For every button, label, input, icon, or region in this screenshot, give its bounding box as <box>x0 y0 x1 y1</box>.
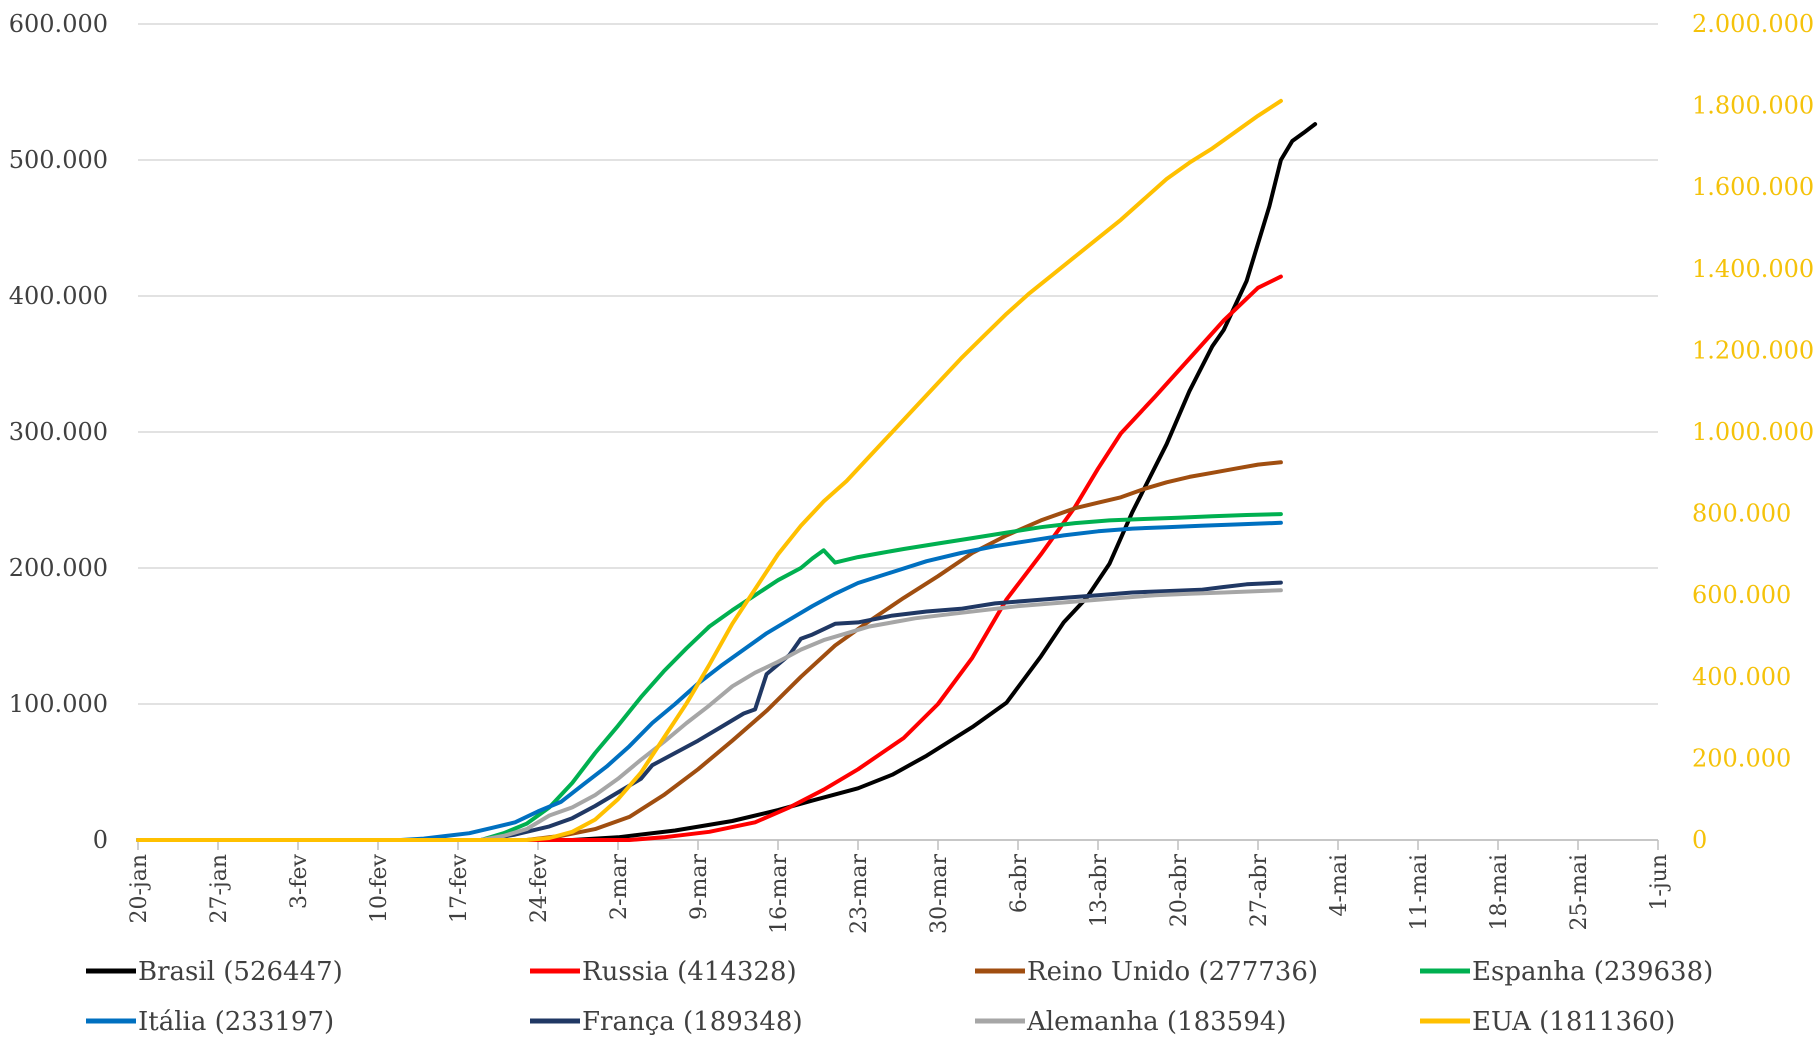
x-tick-label: 1-jun <box>1647 854 1672 911</box>
legend-label: EUA (1811360) <box>1472 1007 1675 1037</box>
right-tick-label: 400.000 <box>1692 663 1791 691</box>
series-line <box>136 588 1283 842</box>
x-tick-label: 18-mai <box>1487 854 1512 930</box>
right-tick-label: 1.600.000 <box>1692 173 1814 201</box>
x-tick-label: 10-fev <box>367 853 392 923</box>
left-tick-label: 200.000 <box>9 554 108 582</box>
series-line <box>136 274 1283 842</box>
right-tick-label: 200.000 <box>1692 744 1791 772</box>
x-tick-label: 17-fev <box>447 853 472 923</box>
x-tick-label: 24-fev <box>527 853 552 923</box>
legend-label: França (189348) <box>582 1007 803 1037</box>
x-tick-label: 20-jan <box>127 854 152 924</box>
x-tick-label: 20-abr <box>1167 854 1192 928</box>
x-tick-label: 4-mai <box>1327 854 1352 916</box>
right-tick-label: 1.400.000 <box>1692 255 1814 283</box>
x-tick-label: 16-mar <box>767 854 792 934</box>
legend: Brasil (526447) Russia (414328) Reino Unid… <box>86 957 1713 1037</box>
x-tick-label: 23-mar <box>847 854 872 934</box>
legend-label: Russia (414328) <box>582 957 797 987</box>
series-line <box>136 460 1283 842</box>
left-tick-label: 0 <box>93 826 108 854</box>
series-line <box>136 122 1318 842</box>
right-tick-label: 1.000.000 <box>1692 418 1814 446</box>
left-y-axis: 0 100.000 200.000 300.000 400.000 500.000 600.… <box>9 10 108 854</box>
right-y-axis: 0 200.000 400.000 600.000 800.000 1.000.000 1.… <box>1692 10 1814 854</box>
legend-label: Reino Unido (277736) <box>1027 957 1318 987</box>
x-tick-label: 25-mai <box>1567 854 1592 930</box>
series-line <box>136 520 1283 842</box>
series-line <box>136 512 1283 842</box>
x-tick-label: 13-abr <box>1087 854 1112 928</box>
right-tick-label: 1.800.000 <box>1692 92 1814 120</box>
x-tick-label: 11-mai <box>1407 854 1432 930</box>
x-tick-label: 2-mar <box>607 854 632 920</box>
left-tick-label: 600.000 <box>9 10 108 38</box>
x-tick-label: 30-mar <box>927 854 952 934</box>
right-tick-label: 800.000 <box>1692 500 1791 528</box>
series-lines <box>136 98 1318 842</box>
series-line <box>136 98 1283 842</box>
x-tick-label: 3-fev <box>287 853 312 909</box>
legend-label: Itália (233197) <box>138 1007 334 1037</box>
left-tick-label: 500.000 <box>9 146 108 174</box>
x-tick-label: 27-jan <box>207 854 232 924</box>
legend-label: Espanha (239638) <box>1472 957 1713 987</box>
series-line <box>136 580 1283 842</box>
left-tick-label: 400.000 <box>9 282 108 310</box>
right-tick-label: 1.200.000 <box>1692 336 1814 364</box>
left-tick-label: 100.000 <box>9 690 108 718</box>
right-tick-label: 0 <box>1692 826 1707 854</box>
legend-label: Brasil (526447) <box>138 957 343 987</box>
left-tick-label: 300.000 <box>9 418 108 446</box>
right-tick-label: 600.000 <box>1692 581 1791 609</box>
legend-label: Alemanha (183594) <box>1026 1007 1286 1037</box>
x-axis: 20-jan 27-jan 3-fev 10-fev 17-fev 24-fev 2-mar… <box>127 839 1672 934</box>
x-tick-label: 27-abr <box>1247 854 1272 928</box>
x-tick-label: 6-abr <box>1007 854 1032 914</box>
gridlines <box>138 23 1658 841</box>
right-tick-label: 2.000.000 <box>1692 10 1814 38</box>
x-tick-label: 9-mar <box>687 854 712 920</box>
